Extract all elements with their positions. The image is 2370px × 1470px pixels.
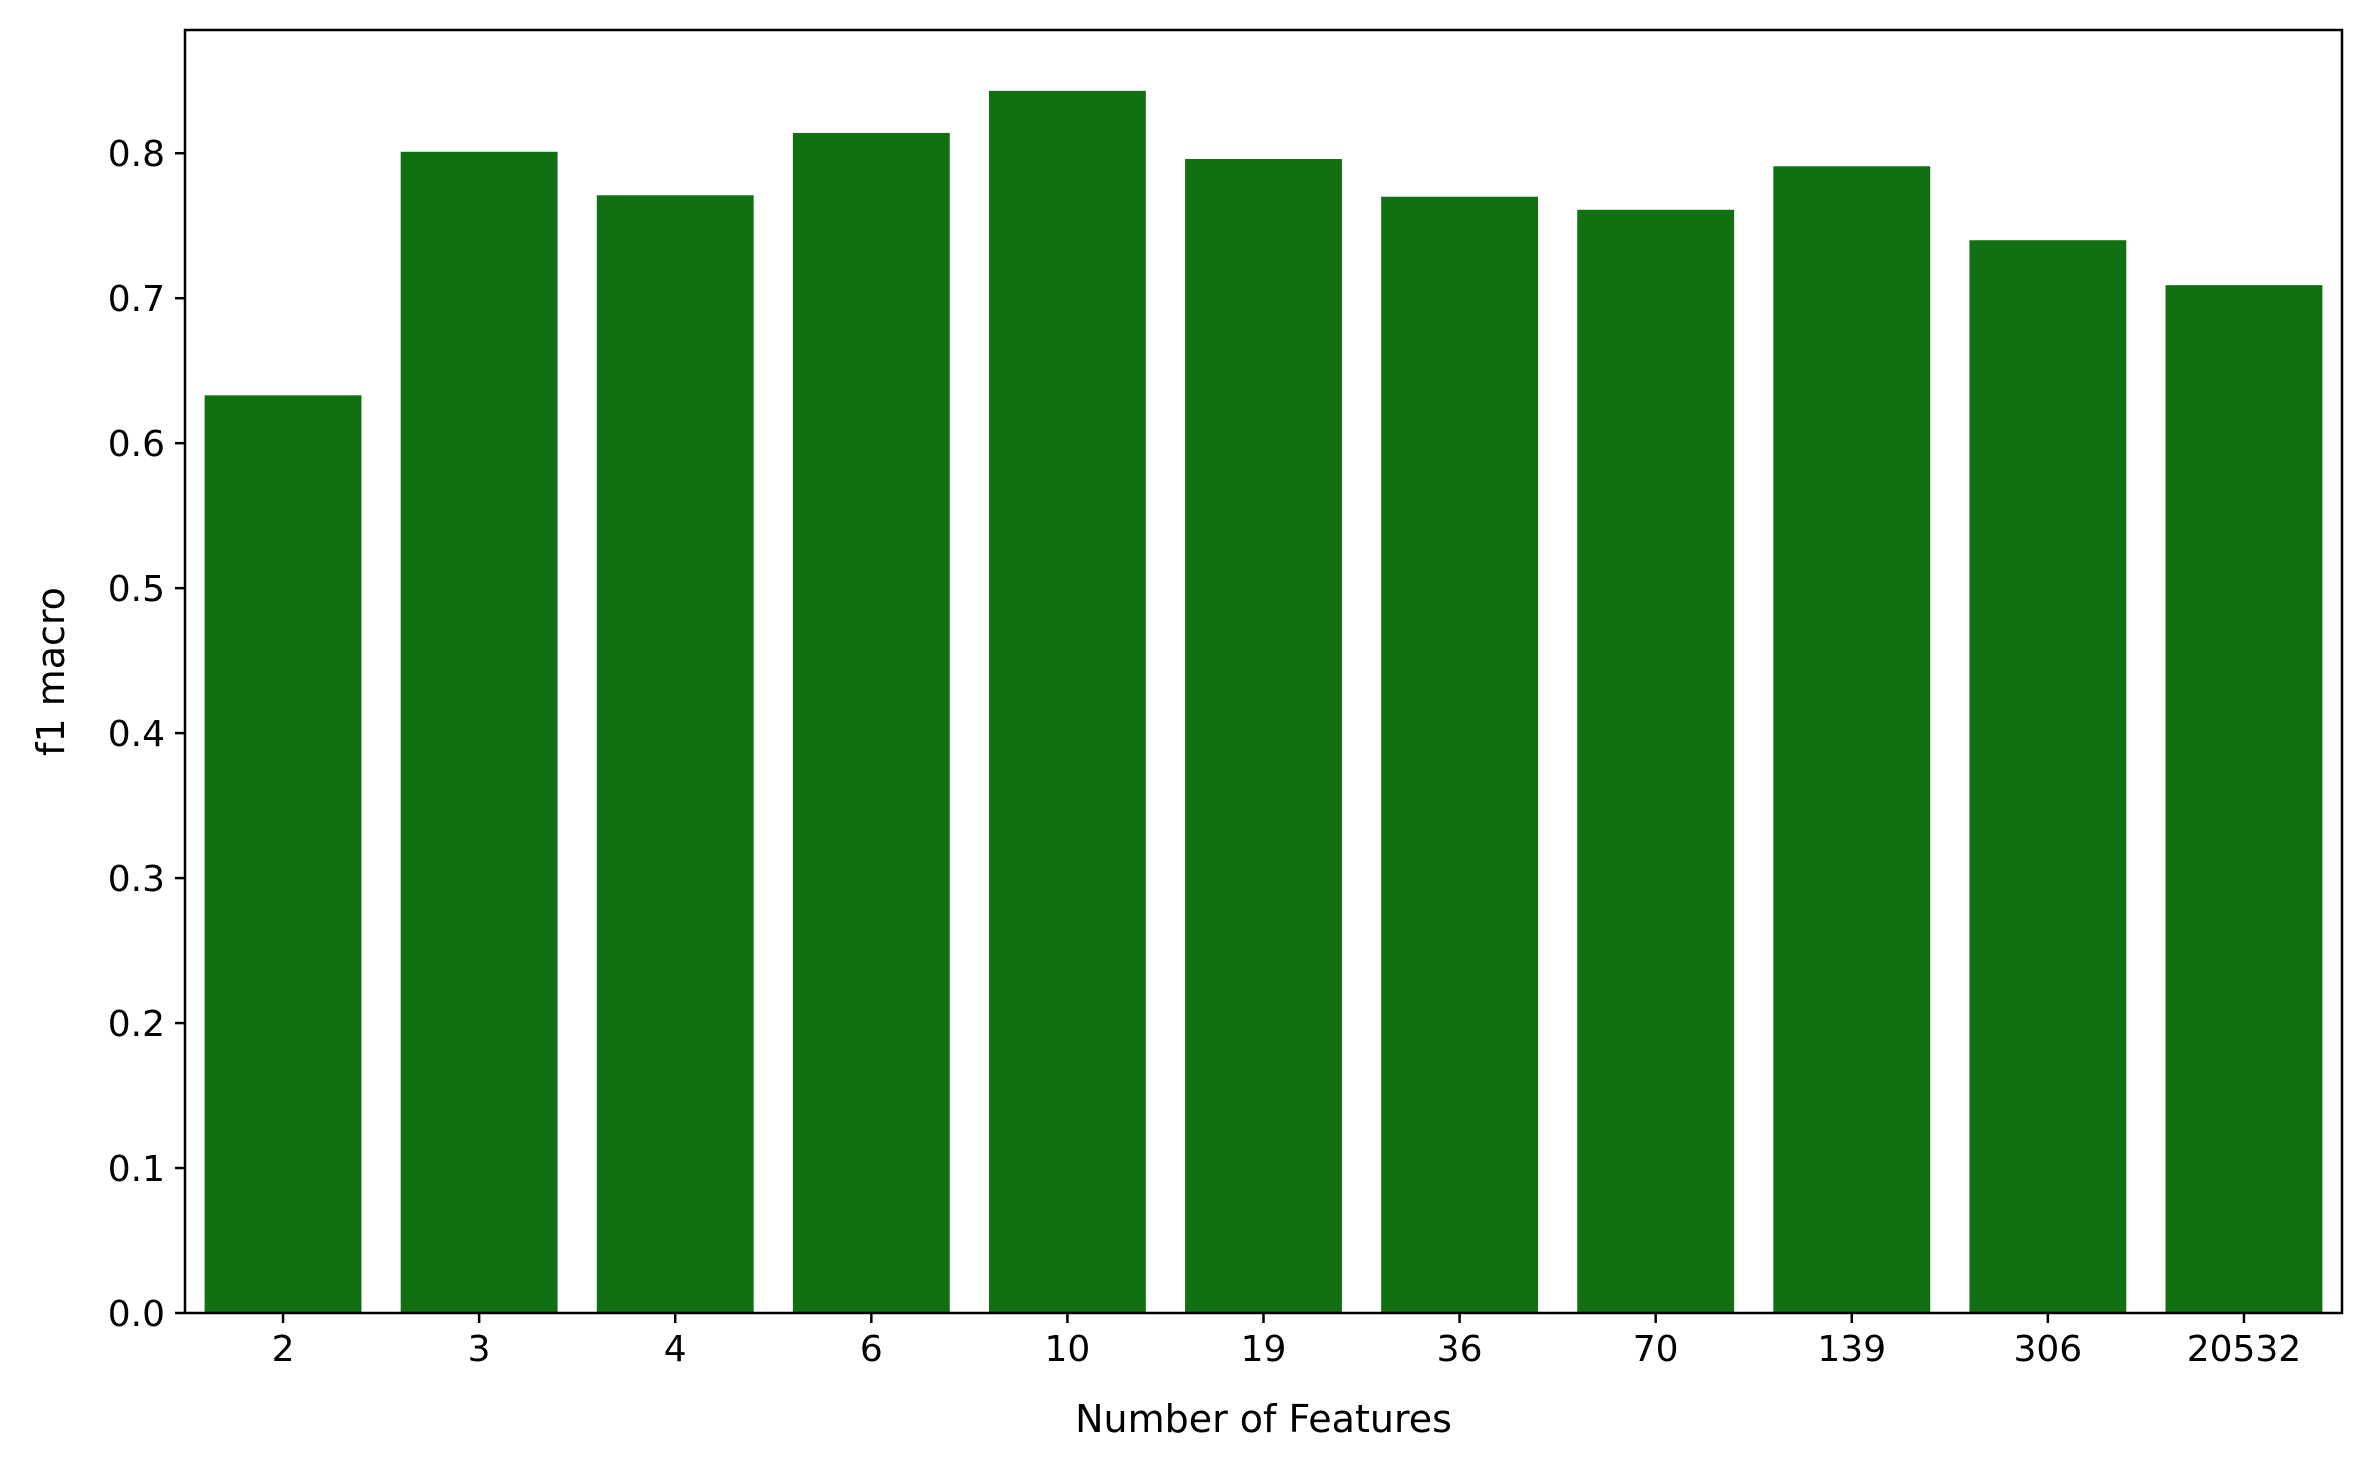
y-tick-label: 0.1	[108, 1149, 165, 1190]
y-tick-label: 0.5	[108, 569, 165, 610]
y-tick-label: 0.2	[108, 1004, 165, 1045]
y-tick-label: 0.3	[108, 859, 165, 900]
bar-20532	[2165, 285, 2323, 1313]
bar-36	[1381, 196, 1539, 1313]
y-axis-label: f1 macro	[29, 587, 73, 756]
x-tick-label: 139	[1817, 1329, 1886, 1370]
x-tick-label: 19	[1241, 1329, 1287, 1370]
bar-10	[988, 90, 1146, 1313]
bars-group	[204, 90, 2323, 1314]
x-tick-label: 10	[1045, 1329, 1091, 1370]
bar-6	[792, 132, 950, 1314]
x-axis: 2 3 4 6 10 19 36 70 139 306 20532	[272, 1313, 2302, 1370]
y-tick-label: 0.4	[108, 714, 165, 755]
bar-306	[1969, 240, 2127, 1314]
x-tick-label: 3	[468, 1329, 491, 1370]
x-tick-label: 2	[272, 1329, 295, 1370]
x-tick-label: 4	[664, 1329, 687, 1370]
bar-4	[596, 195, 754, 1313]
x-axis-label: Number of Features	[1075, 1397, 1452, 1441]
x-tick-label: 306	[2014, 1329, 2083, 1370]
bar-3	[400, 151, 558, 1314]
bar-70	[1577, 209, 1735, 1313]
x-tick-label: 36	[1437, 1329, 1483, 1370]
bar-19	[1185, 159, 1342, 1313]
y-tick-label: 0.8	[108, 134, 165, 175]
bar-2	[204, 395, 362, 1313]
y-tick-label: 0.0	[108, 1294, 165, 1335]
x-tick-label: 20532	[2187, 1329, 2302, 1370]
x-tick-label: 6	[860, 1329, 883, 1370]
bar-139	[1773, 166, 1931, 1314]
y-tick-label: 0.6	[108, 424, 165, 465]
y-axis: 0.0 0.1 0.2 0.3 0.4 0.5 0.6 0.7 0.8	[108, 134, 185, 1335]
x-tick-label: 70	[1633, 1329, 1679, 1370]
y-tick-label: 0.7	[108, 279, 165, 320]
plot-frame	[183, 28, 2344, 1315]
